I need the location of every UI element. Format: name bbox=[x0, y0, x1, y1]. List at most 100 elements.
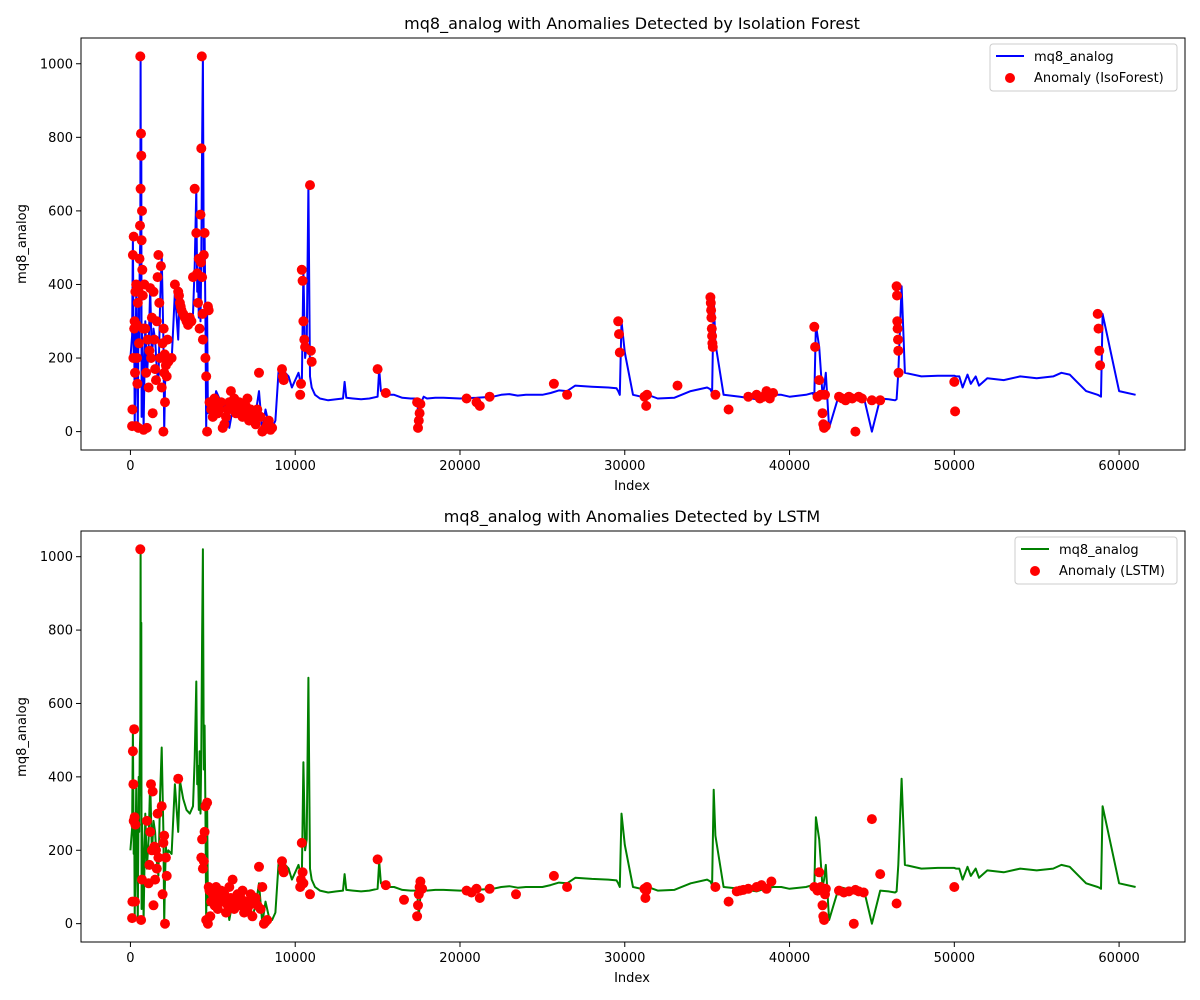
y-axis-label: mq8_analog bbox=[15, 204, 30, 284]
anomaly-point bbox=[412, 911, 423, 922]
legend-marker-swatch bbox=[1005, 73, 1015, 83]
anomaly-point bbox=[147, 786, 158, 797]
anomaly-point bbox=[255, 411, 266, 422]
anomaly-point bbox=[250, 419, 261, 430]
anomaly-point bbox=[130, 819, 141, 830]
anomaly-point bbox=[723, 896, 734, 907]
legend: mq8_analog Anomaly (LSTM) bbox=[1014, 536, 1178, 585]
anomaly-point bbox=[194, 323, 205, 334]
anomaly-point bbox=[875, 395, 886, 406]
y-tick-label: 1000 bbox=[40, 550, 73, 565]
anomaly-point bbox=[893, 334, 903, 345]
legend-entry: Anomaly (IsoForest) bbox=[1034, 71, 1164, 86]
legend-entry: mq8_analog bbox=[1034, 50, 1114, 65]
legend: mq8_analog Anomaly (IsoForest) bbox=[989, 43, 1178, 92]
y-tick-label: 0 bbox=[65, 917, 73, 932]
anomaly-point bbox=[814, 375, 825, 386]
anomaly-point bbox=[820, 421, 831, 432]
anomaly-point bbox=[949, 376, 960, 387]
anomaly-point bbox=[196, 51, 207, 62]
anomaly-point bbox=[254, 367, 264, 378]
anomaly-point bbox=[148, 286, 159, 297]
x-axis-label: Index bbox=[614, 971, 650, 986]
anomaly-point bbox=[848, 918, 859, 929]
y-tick-label: 200 bbox=[48, 844, 73, 859]
x-tick-label: 20000 bbox=[439, 459, 480, 474]
anomaly-point bbox=[296, 837, 307, 848]
anomaly-point bbox=[150, 364, 161, 375]
x-tick-label: 30000 bbox=[604, 459, 645, 474]
anomaly-point bbox=[380, 880, 391, 891]
anomaly-point bbox=[129, 724, 140, 735]
anomaly-point bbox=[200, 353, 211, 363]
anomaly-point bbox=[173, 773, 184, 784]
legend-marker-swatch bbox=[1030, 566, 1040, 576]
anomaly-point bbox=[127, 913, 138, 924]
anomaly-point bbox=[892, 290, 902, 301]
anomaly-point bbox=[227, 874, 238, 885]
x-tick-label: 50000 bbox=[934, 459, 975, 474]
y-tick-label: 600 bbox=[48, 204, 73, 219]
anomaly-point bbox=[548, 378, 559, 389]
anomaly-point bbox=[189, 183, 200, 194]
anomaly-point bbox=[254, 861, 264, 872]
anomaly-point bbox=[511, 889, 521, 900]
anomaly-point bbox=[641, 400, 652, 411]
anomaly-point bbox=[137, 205, 147, 216]
anomaly-point bbox=[306, 356, 317, 367]
y-tick-label: 400 bbox=[48, 278, 73, 293]
anomaly-point bbox=[413, 415, 424, 426]
anomaly-point bbox=[197, 863, 208, 874]
anomaly-point bbox=[195, 209, 206, 220]
chart-lstm: mq8_analog with Anomalies Detected by LS… bbox=[15, 507, 1186, 986]
x-axis-label: Index bbox=[614, 479, 650, 494]
anomaly-point bbox=[817, 408, 828, 419]
anomaly-point bbox=[156, 801, 167, 812]
y-tick-label: 800 bbox=[48, 131, 73, 146]
anomaly-point bbox=[892, 323, 903, 334]
anomaly-point bbox=[199, 826, 210, 837]
anomaly-point bbox=[820, 883, 831, 894]
anomaly-point bbox=[614, 347, 625, 358]
anomaly-point bbox=[197, 334, 208, 345]
anomaly-point bbox=[642, 882, 652, 892]
anomaly-point bbox=[196, 143, 207, 154]
anomaly-point bbox=[474, 400, 485, 411]
anomaly-point bbox=[141, 367, 152, 378]
x-tick-label: 10000 bbox=[275, 459, 316, 474]
anomaly-point bbox=[893, 367, 904, 378]
anomaly-point bbox=[706, 312, 717, 323]
anomaly-point bbox=[160, 918, 170, 929]
anomaly-point bbox=[372, 364, 383, 375]
anomaly-point bbox=[136, 128, 146, 139]
anomaly-point bbox=[151, 375, 161, 386]
anomaly-point bbox=[875, 869, 886, 880]
anomaly-point bbox=[891, 898, 902, 909]
anomaly-point bbox=[146, 353, 156, 363]
anomaly-point bbox=[147, 408, 158, 419]
anomaly-point bbox=[191, 228, 202, 238]
anomaly-point bbox=[166, 353, 177, 363]
anomaly-point bbox=[156, 382, 167, 393]
anomaly-point bbox=[135, 544, 146, 555]
anomaly-point bbox=[255, 904, 266, 914]
anomaly-point bbox=[278, 375, 289, 386]
anomaly-point bbox=[201, 371, 212, 382]
anomaly-point bbox=[461, 393, 472, 404]
anomaly-point bbox=[128, 779, 139, 790]
anomaly-point bbox=[186, 316, 197, 327]
anomaly-point bbox=[152, 272, 163, 283]
anomaly-point bbox=[143, 382, 154, 393]
anomaly-point bbox=[710, 389, 721, 400]
anomaly-point bbox=[743, 391, 754, 402]
legend-box bbox=[989, 43, 1178, 92]
anomaly-point bbox=[413, 900, 423, 911]
anomaly-point bbox=[857, 393, 867, 404]
anomaly-point bbox=[295, 389, 306, 400]
plot-area bbox=[80, 37, 1186, 451]
x-tick-label: 30000 bbox=[604, 951, 645, 966]
anomaly-point bbox=[858, 887, 869, 898]
anomaly-point bbox=[761, 883, 772, 894]
anomaly-point bbox=[277, 856, 287, 867]
